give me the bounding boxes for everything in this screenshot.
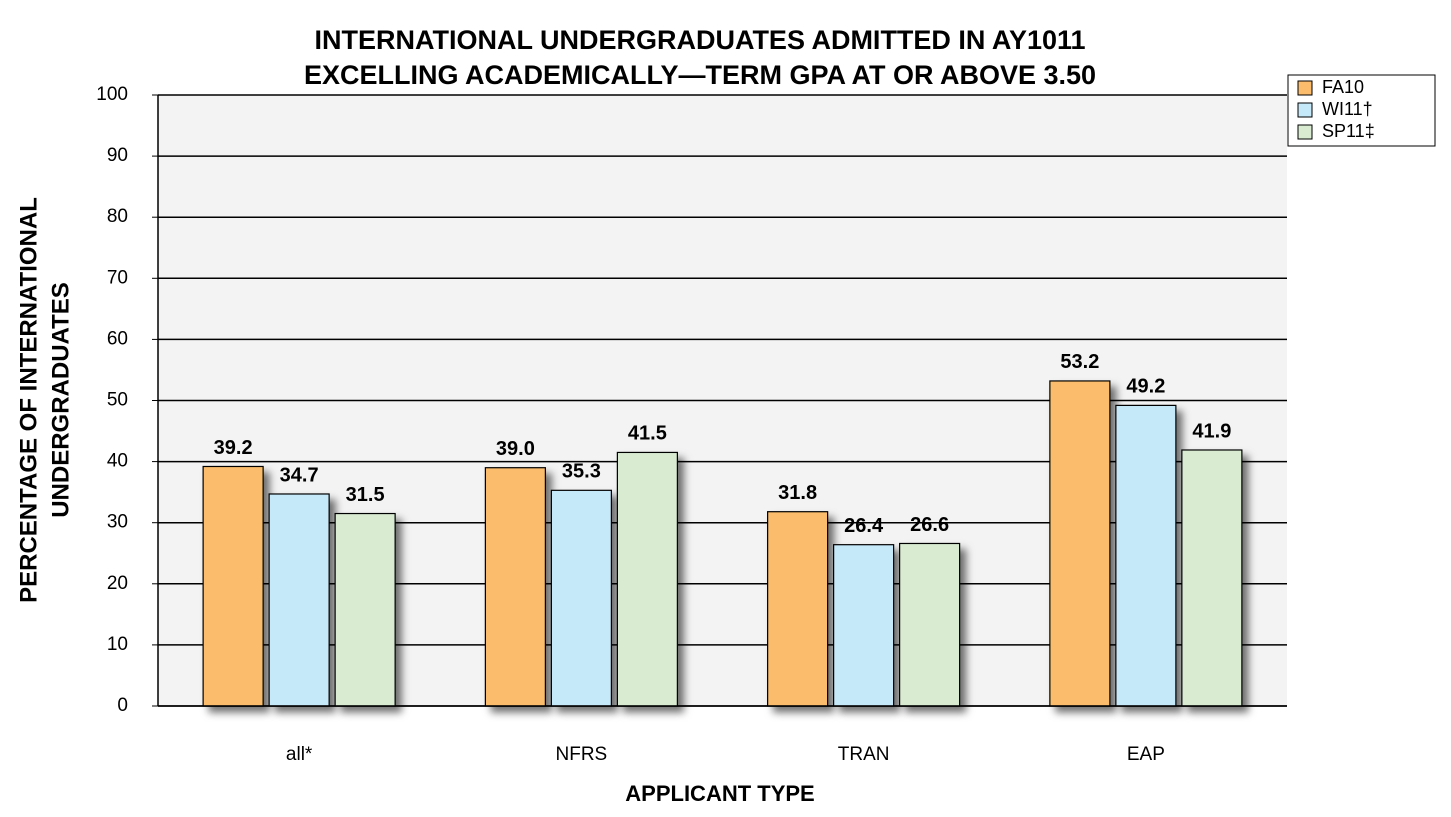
value-label: 26.4: [844, 515, 884, 537]
legend-swatch: [1297, 124, 1313, 140]
bar: [1115, 404, 1177, 707]
bar: [268, 493, 330, 707]
value-label: 39.2: [214, 437, 253, 459]
y-axis-title: UNDERGRADUATES: [47, 282, 74, 518]
bar: [484, 467, 546, 707]
x-tick-label: TRAN: [838, 744, 890, 765]
x-tick-label: EAP: [1127, 744, 1165, 765]
bar: [833, 544, 895, 707]
legend-swatch: [1297, 102, 1313, 118]
value-label: 31.8: [778, 482, 817, 504]
value-label: 41.9: [1192, 420, 1231, 442]
chart-title: EXCELLING ACADEMICALLY—TERM GPA AT OR AB…: [304, 60, 1096, 90]
y-tick-label: 70: [107, 267, 128, 288]
x-axis-title: APPLICANT TYPE: [625, 781, 814, 806]
y-tick-label: 30: [107, 512, 128, 533]
y-tick-label: 100: [96, 84, 128, 105]
y-tick-label: 40: [107, 451, 128, 472]
bar: [550, 489, 612, 707]
bar: [899, 542, 961, 707]
legend-label: FA10: [1322, 77, 1364, 97]
bar: [1181, 449, 1243, 707]
bars: [202, 380, 1243, 707]
value-label: 35.3: [562, 461, 601, 483]
value-label: 34.7: [280, 464, 319, 486]
value-label: 41.5: [628, 423, 667, 445]
value-label: 31.5: [346, 484, 385, 506]
chart-title: INTERNATIONAL UNDERGRADUATES ADMITTED IN…: [314, 25, 1085, 55]
legend-label: SP11‡: [1322, 121, 1375, 141]
bar: [767, 511, 829, 707]
bar: [616, 451, 678, 707]
value-label: 49.2: [1126, 376, 1165, 398]
y-tick-label: 80: [107, 206, 128, 227]
x-tick-label: NFRS: [556, 744, 608, 765]
y-tick-label: 20: [107, 573, 128, 594]
y-axis-title: PERCENTAGE OF INTERNATIONAL: [15, 197, 42, 603]
legend-swatch: [1297, 80, 1313, 96]
y-tick-label: 60: [107, 328, 128, 349]
y-tick-label: 0: [117, 695, 128, 716]
y-tick-label: 50: [107, 390, 128, 411]
y-tick-label: 10: [107, 634, 128, 655]
bar: [202, 465, 264, 707]
value-label: 53.2: [1060, 351, 1099, 373]
bar: [1049, 380, 1111, 707]
x-tick-label: all*: [286, 744, 313, 765]
value-label: 26.6: [910, 514, 949, 536]
value-label: 39.0: [496, 438, 535, 460]
legend-label: WI11†: [1322, 99, 1373, 119]
bar: [334, 512, 396, 707]
y-tick-label: 90: [107, 145, 128, 166]
